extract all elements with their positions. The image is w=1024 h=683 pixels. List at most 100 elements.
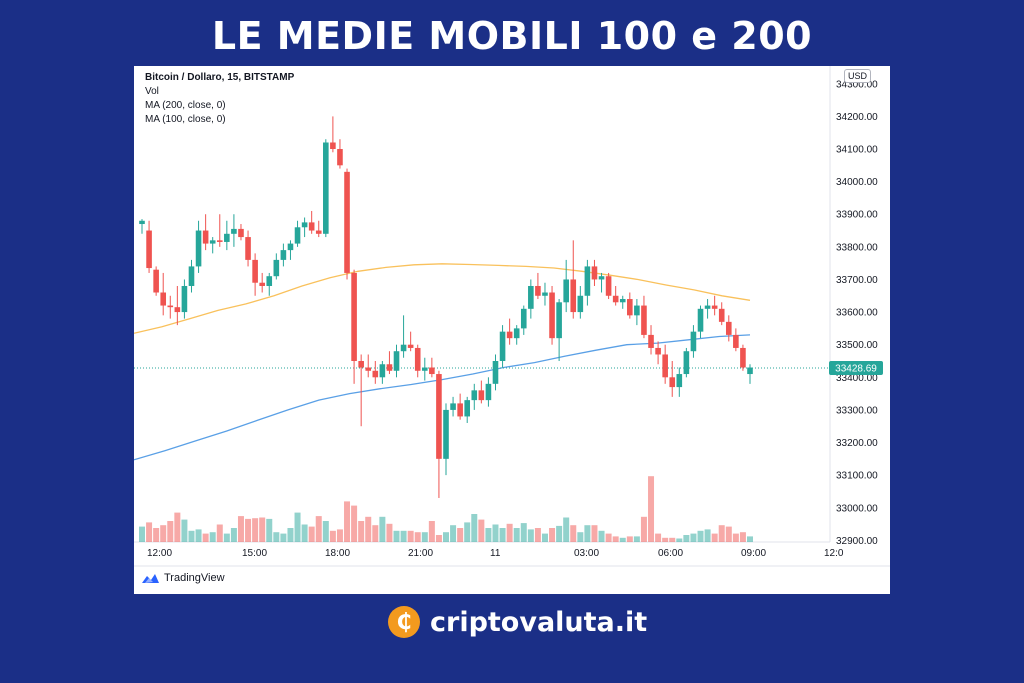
- candle-body: [471, 390, 478, 401]
- candle-body: [287, 243, 294, 251]
- candle-body: [676, 374, 683, 388]
- time-axis-labels: 12:00 15:00 18:00 21:00 11 03:00 06:00 09:00 12:…: [147, 548, 844, 559]
- candle-body: [577, 295, 584, 313]
- time-tick-label: 21:00: [408, 548, 433, 559]
- candle-body: [655, 347, 661, 355]
- candle-body: [492, 360, 499, 384]
- candle-body: [549, 292, 555, 339]
- volume-bar: [655, 533, 662, 542]
- symbol-title[interactable]: Bitcoin / Dollaro, 15, BITSTAMP: [145, 72, 295, 83]
- volume-bar: [605, 533, 612, 542]
- time-tick-label: 03:00: [574, 548, 599, 559]
- volume-bar: [506, 523, 513, 542]
- tradingview-logo[interactable]: TradingView: [140, 572, 225, 584]
- volume-bar: [202, 533, 209, 542]
- volume-bar: [181, 519, 188, 542]
- candle-body: [365, 367, 372, 371]
- volume-bar: [421, 532, 428, 542]
- candle-body: [301, 222, 308, 228]
- price-tick-label: 33000.00: [836, 503, 878, 514]
- volume-bar: [146, 522, 153, 542]
- volume-bar: [188, 530, 195, 542]
- volume-bar: [315, 516, 322, 542]
- candle-body: [266, 276, 273, 286]
- volume-bar: [527, 529, 534, 542]
- volume-bar: [747, 536, 753, 542]
- volume-bar: [167, 521, 174, 542]
- volume-bar: [153, 528, 160, 542]
- legend-ma200[interactable]: MA (200, close, 0): [145, 100, 226, 111]
- volume-bar: [704, 529, 711, 542]
- last-price-tag: [829, 360, 883, 375]
- volume-bar: [195, 529, 202, 542]
- volume-bar: [139, 526, 145, 542]
- candle-body: [718, 308, 725, 322]
- chart-card[interactable]: 34300.00 34200.00 34100.00 34000.00 33900.00…: [134, 66, 890, 594]
- candle-body: [153, 269, 159, 293]
- candle-body: [160, 292, 167, 306]
- candle-body: [641, 305, 647, 335]
- time-tick-label: 06:00: [658, 548, 683, 559]
- candle-body: [556, 302, 562, 339]
- chart-legend: Bitcoin / Dollaro, 15, BITSTAMP Vol MA (…: [145, 71, 294, 127]
- time-tick-label: 11: [490, 548, 501, 559]
- candle-body: [662, 354, 668, 378]
- candle-body: [414, 347, 421, 371]
- candle-body: [308, 222, 315, 231]
- volume-bar: [669, 537, 676, 542]
- time-tick-label: 15:00: [242, 548, 267, 559]
- volume-bar: [450, 525, 457, 542]
- candle-body: [513, 328, 520, 339]
- volume-bar: [428, 521, 435, 542]
- candle-body: [195, 230, 202, 267]
- volume-bar: [308, 526, 315, 542]
- tradingview-cloud-icon: [142, 574, 159, 583]
- volume-bar: [280, 533, 287, 542]
- site-brand[interactable]: ₵ criptovaluta.it: [388, 606, 647, 638]
- currency-badge[interactable]: USD: [844, 69, 872, 83]
- candlestick-chart[interactable]: 34300.00 34200.00 34100.00 34000.00 33900.00…: [134, 66, 890, 594]
- volume-bar: [443, 532, 449, 542]
- volume-bar: [478, 519, 485, 542]
- price-tick-label: 32900.00: [836, 536, 878, 547]
- volume-bar: [739, 532, 746, 542]
- volume-bar: [259, 517, 266, 542]
- candle-body: [747, 367, 753, 375]
- candle-body: [612, 295, 619, 303]
- site-name: criptovaluta.it: [430, 606, 648, 638]
- candle-body: [542, 292, 548, 296]
- volume-bar: [492, 524, 499, 542]
- candle-body: [429, 367, 435, 375]
- volume-bars: [139, 476, 753, 542]
- candle-body: [563, 279, 569, 303]
- candle-body: [259, 282, 265, 286]
- volume-bar: [209, 532, 216, 542]
- legend-vol[interactable]: Vol: [145, 86, 159, 97]
- volume-bar: [273, 532, 280, 542]
- volume-bar: [245, 518, 252, 542]
- volume-bar: [230, 528, 237, 542]
- candle-body: [337, 149, 343, 166]
- legend-ma100[interactable]: MA (100, close, 0): [145, 114, 226, 125]
- candle-body: [450, 403, 456, 410]
- candle-body: [485, 383, 492, 401]
- volume-bar: [513, 528, 520, 542]
- candle-body: [323, 142, 329, 234]
- volume-bar: [358, 521, 365, 542]
- volume-bar: [457, 528, 464, 542]
- volume-bar: [697, 530, 704, 542]
- volume-bar: [216, 524, 223, 542]
- volume-bar: [570, 525, 577, 542]
- candle-body: [683, 351, 690, 375]
- candle-body: [174, 307, 181, 313]
- candle-body: [528, 285, 534, 309]
- volume-bar: [160, 525, 167, 542]
- candle-body: [393, 351, 400, 371]
- time-tick-label: 12:0: [824, 548, 844, 559]
- volume-bar: [612, 536, 619, 542]
- candle-body: [139, 220, 145, 225]
- volume-bar: [174, 512, 181, 542]
- volume-bar: [266, 518, 273, 542]
- volume-bar: [676, 538, 683, 542]
- volume-bar: [640, 516, 647, 542]
